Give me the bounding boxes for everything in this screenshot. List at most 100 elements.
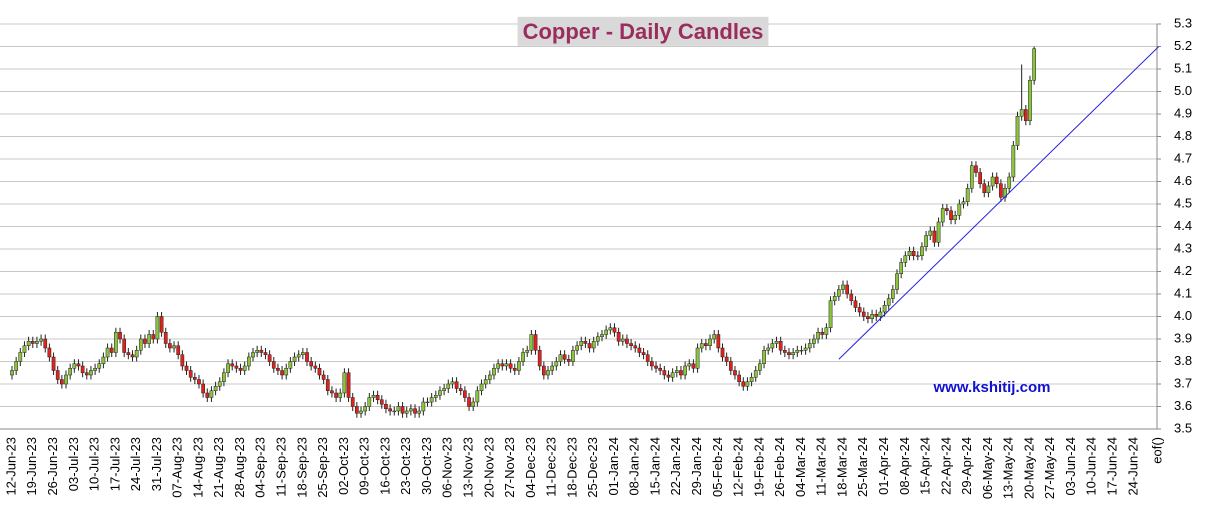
candle-body (608, 327, 613, 331)
y-tick-label: 4.0 (1174, 308, 1192, 323)
candle-body (388, 408, 392, 412)
candle-body (1032, 48, 1036, 81)
candle-body (89, 370, 93, 376)
candle-body (417, 410, 422, 414)
candle-body (205, 392, 210, 398)
candle-body (413, 408, 417, 414)
candle-body (571, 350, 575, 362)
candle-body (990, 176, 995, 187)
candle-body (845, 284, 850, 295)
candle-body (994, 176, 999, 184)
y-tick-label: 4.6 (1174, 173, 1192, 188)
candle-body (76, 363, 81, 367)
candle-body (1015, 116, 1020, 146)
candle-body (596, 336, 600, 342)
candle-body (525, 350, 530, 353)
candle-body (305, 352, 309, 362)
x-tick-label: 21-Aug-23 (211, 437, 226, 498)
x-tick-label: 01-Jan-24 (606, 437, 621, 496)
x-tick-label: 07-Aug-23 (170, 437, 185, 498)
candle-body (483, 379, 488, 385)
x-tick-label: 05-Feb-24 (710, 437, 725, 497)
candle-body (130, 354, 135, 358)
x-tick-label: 22-Apr-24 (938, 437, 953, 495)
candle-body (650, 361, 654, 367)
candle-body (1011, 145, 1016, 178)
candle-body (541, 365, 546, 376)
x-tick-label: 26-Feb-24 (772, 437, 787, 497)
candle-body (974, 165, 978, 173)
candle-body (828, 300, 833, 328)
candles (10, 46, 1160, 418)
candle-body (64, 374, 68, 385)
candle-body (363, 406, 368, 412)
x-tick-label: 18-Sep-23 (294, 437, 309, 498)
candle-body (80, 365, 85, 373)
candle-body (201, 383, 205, 394)
x-tick-label: 03-Jun-24 (1063, 437, 1078, 496)
candle-body (39, 338, 43, 342)
candle-body (43, 338, 48, 349)
candle-body (404, 410, 409, 414)
candle-body (359, 410, 363, 414)
candle-body (338, 392, 343, 398)
x-tick-label: 18-Mar-24 (834, 437, 849, 497)
candle-body (687, 363, 692, 367)
y-tick-label: 4.3 (1174, 240, 1192, 255)
candle-body (346, 372, 351, 398)
candle-body (753, 370, 758, 378)
candle-body (878, 311, 883, 317)
x-tick-label: 09-Oct-23 (357, 437, 372, 495)
candle-body (168, 343, 172, 349)
candle-body (379, 399, 384, 405)
candle-body (832, 296, 837, 301)
candle-body (915, 255, 920, 257)
candle-body (945, 208, 949, 211)
candle-body (105, 347, 110, 358)
candle-body (143, 338, 147, 344)
candle-body (587, 343, 592, 349)
candle-body (192, 377, 197, 380)
x-tick-label: 16-Oct-23 (377, 437, 392, 495)
x-tick-label: 20-Nov-23 (481, 437, 496, 498)
y-tick-label: 4.4 (1174, 218, 1192, 233)
x-tick-label: 15-Jan-24 (647, 437, 662, 496)
candle-body (508, 363, 513, 369)
candle-body (217, 381, 222, 387)
candle-body (421, 401, 426, 412)
candle-body (762, 350, 766, 364)
candle-body (766, 347, 771, 351)
candle-body (301, 352, 305, 355)
candle-body (616, 332, 621, 342)
candle-body (907, 251, 912, 256)
candle-body (737, 374, 741, 382)
candle-body (637, 347, 642, 353)
x-tick-label: 29-Jan-24 (689, 437, 704, 496)
candle-body (645, 354, 650, 362)
candle-body (691, 363, 696, 369)
chart-title: Copper - Daily Candles (523, 19, 764, 44)
x-tick-label: 10-Jun-24 (1084, 437, 1099, 496)
x-tick-label: 13-May-24 (1001, 437, 1016, 499)
x-tick-label: 30-Oct-23 (419, 437, 434, 495)
candle-body (591, 341, 596, 349)
candle-body (620, 338, 625, 342)
candle-body (500, 363, 505, 367)
candle-body (529, 334, 534, 351)
candle-body (1023, 109, 1028, 121)
candle-body (749, 377, 754, 382)
candle-body (479, 383, 484, 391)
candle-body (787, 352, 791, 355)
y-tick-label: 4.7 (1174, 150, 1192, 165)
x-tick-label: 11-Dec-23 (544, 437, 559, 497)
candle-body (367, 397, 372, 407)
candle-body (47, 347, 52, 358)
candle-body (517, 361, 521, 371)
candle-body (263, 352, 268, 355)
candle-body (93, 368, 97, 371)
x-tick-label: 06-May-24 (980, 437, 995, 499)
candle-body (741, 381, 746, 387)
x-tick-label: 04-Dec-23 (523, 437, 538, 498)
candle-body (109, 347, 114, 353)
candle-body (334, 392, 338, 398)
